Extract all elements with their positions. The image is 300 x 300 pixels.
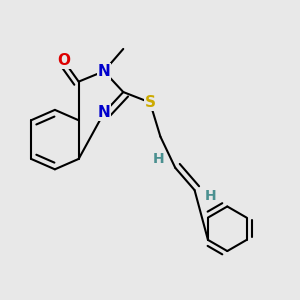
Text: N: N	[98, 64, 110, 79]
Text: O: O	[57, 53, 70, 68]
Text: H: H	[205, 189, 217, 203]
Text: N: N	[98, 105, 110, 120]
Text: H: H	[153, 152, 165, 166]
Text: S: S	[145, 95, 155, 110]
